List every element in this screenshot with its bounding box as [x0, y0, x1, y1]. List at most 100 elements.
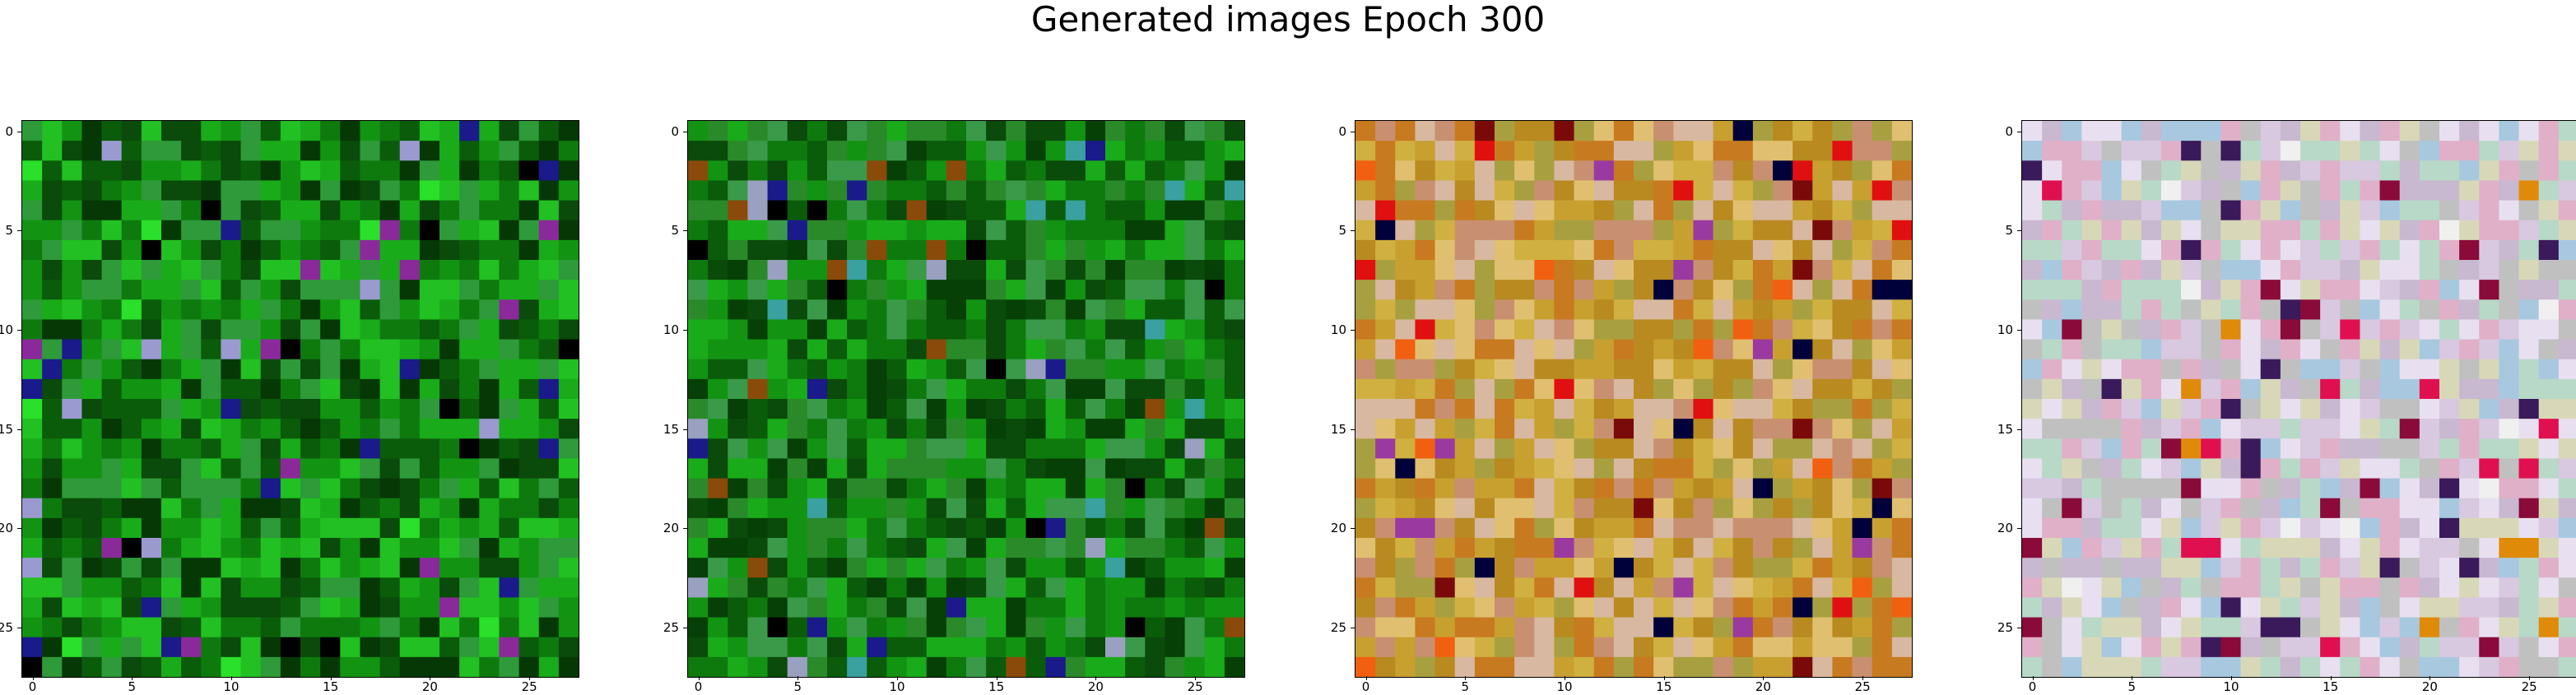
pixel-cell: [2320, 180, 2341, 202]
pixel-cell: [1165, 160, 1186, 182]
pixel-cell: [2220, 141, 2242, 161]
pixel-cell: [1593, 517, 1615, 539]
pixel-cell: [787, 399, 808, 419]
pixel-cell: [747, 260, 769, 280]
pixel-cell: [459, 656, 480, 677]
pixel-cell: [1634, 458, 1654, 480]
pixel-cell: [728, 478, 749, 499]
pixel-cell: [221, 478, 242, 499]
pixel-cell: [1891, 299, 1912, 321]
pixel-cell: [1732, 478, 1754, 499]
pixel-cell: [1693, 399, 1714, 419]
pixel-cell: [926, 617, 947, 638]
pixel-cell: [1105, 637, 1126, 658]
x-tick-label: 5: [793, 679, 802, 694]
pixel-cell: [2300, 280, 2321, 300]
pixel-cell: [2439, 359, 2460, 380]
pixel-cell: [2181, 517, 2202, 539]
pixel-cell: [1065, 239, 1086, 261]
pixel-cell: [2062, 558, 2083, 578]
pixel-cell: [827, 419, 848, 439]
pixel-cell: [141, 121, 162, 141]
pixel-cell: [2459, 637, 2480, 658]
pixel-cell: [1006, 359, 1027, 380]
pixel-cell: [1713, 299, 1734, 321]
x-tick-mark: [1095, 676, 1097, 680]
pixel-cell: [1085, 617, 1106, 638]
pixel-cell: [1204, 220, 1225, 241]
pixel-cell: [1891, 558, 1912, 578]
pixel-cell: [2280, 419, 2301, 439]
pixel-cell: [2360, 458, 2381, 480]
pixel-cell: [926, 558, 947, 578]
pixel-cell: [2240, 339, 2262, 360]
pixel-cell: [1395, 141, 1416, 161]
pixel-cell: [926, 637, 947, 658]
pixel-cell: [2161, 280, 2182, 300]
x-tick-label: 25: [521, 679, 537, 694]
pixel-cell: [1145, 656, 1166, 677]
pixel-cell: [2181, 577, 2202, 599]
pixel-cell: [2518, 617, 2540, 638]
pixel-cell: [1673, 656, 1695, 677]
pixel-cell: [1773, 597, 1793, 619]
pixel-cell: [81, 299, 103, 321]
pixel-cell: [439, 478, 460, 499]
pixel-cell: [847, 458, 867, 480]
pixel-cell: [1025, 558, 1047, 578]
pixel-cell: [2479, 517, 2500, 539]
pixel-cell: [538, 419, 560, 439]
pixel-cell: [2439, 319, 2460, 341]
pixel-cell: [121, 399, 142, 419]
pixel-cell: [499, 517, 520, 539]
pixel-cell: [946, 597, 967, 619]
pixel-cell: [2280, 498, 2301, 519]
pixel-cell: [2479, 656, 2500, 677]
pixel-cell: [2538, 617, 2560, 638]
pixel-cell: [2201, 498, 2222, 519]
pixel-cell: [1165, 458, 1186, 480]
pixel-cell: [2280, 200, 2301, 221]
pixel-cell: [1434, 220, 1456, 241]
y-tick-label: 25: [1330, 620, 1346, 636]
pixel-cell: [1514, 438, 1535, 460]
pixel-cell: [1514, 538, 1535, 558]
pixel-cell: [966, 378, 987, 400]
pixel-cell: [2181, 419, 2202, 439]
pixel-cell: [280, 538, 301, 558]
pixel-cell: [966, 339, 987, 360]
pixel-cell: [2062, 339, 2083, 360]
pixel-cell: [708, 637, 728, 658]
pixel-cell: [340, 517, 361, 539]
pixel-cell: [2161, 200, 2182, 221]
pixel-cell: [1534, 517, 1555, 539]
pixel-cell: [787, 260, 808, 280]
pixel-cell: [2479, 478, 2500, 499]
pixel-cell: [181, 498, 202, 519]
pixel-cell: [906, 399, 928, 419]
pixel-cell: [518, 538, 540, 558]
pixel-cell: [1355, 339, 1376, 360]
pixel-cell: [2042, 319, 2062, 341]
pixel-cell: [1204, 141, 1225, 161]
pixel-cell: [518, 339, 540, 360]
pixel-cell: [787, 617, 808, 638]
pixel-cell: [2022, 141, 2043, 161]
pixel-cell: [1474, 617, 1495, 638]
pixel-cell: [280, 200, 301, 221]
pixel-cell: [1554, 180, 1575, 202]
pixel-cell: [708, 260, 728, 280]
pixel-cell: [1105, 538, 1126, 558]
pixel-cell: [2220, 419, 2242, 439]
pixel-cell: [1085, 419, 1106, 439]
pixel-cell: [1534, 339, 1555, 360]
pixel-cell: [2360, 558, 2381, 578]
pixel-cell: [807, 280, 828, 300]
pixel-cell: [1593, 239, 1615, 261]
pixel-cell: [2181, 180, 2202, 202]
pixel-cell: [2340, 200, 2361, 221]
pixel-cell: [121, 419, 142, 439]
pixel-cell: [300, 319, 321, 341]
pixel-cell: [22, 419, 43, 439]
pixel-cell: [101, 260, 123, 280]
